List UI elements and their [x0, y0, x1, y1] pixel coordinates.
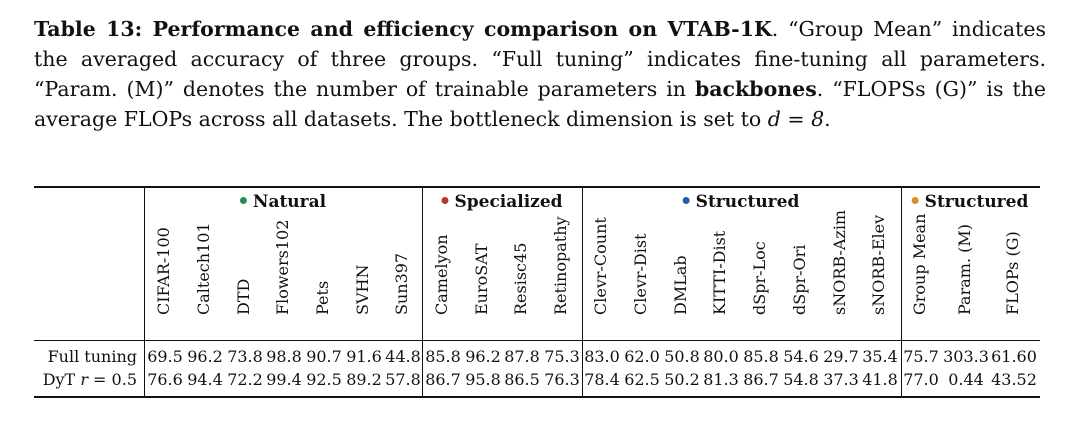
table-cell: 43.52 [991, 370, 1037, 389]
table-cell: 37.3 [823, 370, 859, 389]
table-cell: 76.3 [544, 370, 580, 389]
column-header-label: CIFAR-100 [154, 227, 173, 315]
column-header-label: sNORB-Azim [830, 209, 849, 315]
caption-text-4: . [824, 107, 831, 131]
column-header-label: SVHN [353, 264, 372, 315]
table-cell: 44.8 [385, 347, 421, 366]
column-header-label: EuroSAT [472, 243, 491, 315]
column-header-label: Group Mean [910, 213, 929, 315]
table-top-rule [34, 186, 1040, 188]
table-cell: 62.0 [624, 347, 660, 366]
table-cell: 57.8 [385, 370, 421, 389]
table-cell: 29.7 [823, 347, 859, 366]
group-label: Natural [252, 192, 327, 212]
table-cell: 69.5 [147, 347, 183, 366]
group-label: Structured [924, 192, 1029, 212]
table-cell: 62.5 [624, 370, 660, 389]
table-cell: 75.7 [903, 347, 939, 366]
table-cell: 81.3 [703, 370, 739, 389]
group-dot [441, 197, 449, 204]
group-label: Structured [695, 192, 800, 212]
group-label: Specialized [454, 192, 563, 212]
table-cell: 86.7 [425, 370, 461, 389]
table-cell: 86.7 [743, 370, 779, 389]
table-caption: Table 13: Performance and efficiency com… [34, 14, 1046, 134]
table-cell: 99.4 [266, 370, 302, 389]
column-header-label: dSpr-Ori [790, 244, 809, 315]
table-cell: 89.2 [346, 370, 382, 389]
column-header-label: Camelyon [432, 234, 451, 315]
column-header-label: Pets [313, 280, 332, 315]
row-label-dyt: DyT r = 0.5 [42, 370, 137, 389]
group-header-specialized: Specialized [441, 192, 563, 212]
table-cell: 75.3 [544, 347, 580, 366]
row-label-full-tuning: Full tuning [47, 347, 137, 366]
table-cell: 98.8 [266, 347, 302, 366]
column-header-label: DTD [234, 278, 253, 315]
table-cell: 80.0 [703, 347, 739, 366]
table-cell: 0.44 [948, 370, 984, 389]
table-cell: 85.8 [425, 347, 461, 366]
column-header-label: Resisc45 [511, 242, 530, 315]
table-cell: 76.6 [147, 370, 183, 389]
group-header-summary: Structured [911, 192, 1029, 212]
table-bottom-rule [34, 396, 1040, 398]
table-cell: 54.8 [783, 370, 819, 389]
table-mid-rule [34, 340, 1040, 341]
table-cell: 41.8 [862, 370, 898, 389]
column-header-label: sNORB-Elev [869, 214, 888, 315]
table-cell: 95.8 [465, 370, 501, 389]
table-cell: 94.4 [187, 370, 223, 389]
table-cell: 87.8 [504, 347, 540, 366]
caption-text-1: . “Group Mean” indicates the averaged ac… [34, 17, 1046, 101]
column-divider [582, 188, 583, 396]
caption-label: Table 13: Performance and efficiency com… [34, 17, 772, 41]
column-header-label: KITTI-Dist [710, 230, 729, 315]
caption-math: d = 8 [767, 107, 825, 131]
table-cell: 303.3 [943, 347, 989, 366]
table-cell: 86.5 [504, 370, 540, 389]
caption-text-3: . “FLOPSs (G)” is the average FLOPs acro… [34, 77, 1046, 131]
group-dot [239, 197, 247, 204]
table-cell: 50.8 [664, 347, 700, 366]
table-cell: 35.4 [862, 347, 898, 366]
group-header-structured: Structured [682, 192, 800, 212]
group-dot [911, 197, 919, 204]
table-cell: 73.8 [227, 347, 263, 366]
group-dot [682, 197, 690, 204]
column-header-label: Sun397 [392, 252, 411, 315]
table-cell: 96.2 [465, 347, 501, 366]
column-header-label: Clevr-Count [591, 217, 610, 315]
table-cell: 77.0 [903, 370, 939, 389]
column-divider [144, 188, 145, 396]
table-cell: 83.0 [584, 347, 620, 366]
table-cell: 54.6 [783, 347, 819, 366]
column-header-label: Param. (M) [955, 224, 974, 315]
column-divider [901, 188, 902, 396]
column-header-label: Caltech101 [194, 222, 213, 315]
table-cell: 91.6 [346, 347, 382, 366]
column-header-label: dSpr-Loc [750, 241, 769, 315]
column-header-label: Retinopathy [551, 216, 570, 315]
group-header-natural: Natural [239, 192, 327, 212]
table-cell: 90.7 [306, 347, 342, 366]
table-cell: 85.8 [743, 347, 779, 366]
table-cell: 78.4 [584, 370, 620, 389]
column-header-label: FLOPs (G) [1003, 231, 1022, 315]
column-header-label: Clevr-Dist [631, 233, 650, 315]
caption-bold-backbones: backbones [694, 77, 817, 101]
table-cell: 92.5 [306, 370, 342, 389]
column-header-label: Flowers102 [273, 219, 292, 315]
table-cell: 96.2 [187, 347, 223, 366]
table-cell: 61.60 [991, 347, 1037, 366]
column-header-label: DMLab [671, 255, 690, 315]
table-cell: 50.2 [664, 370, 700, 389]
table-cell: 72.2 [227, 370, 263, 389]
column-divider [422, 188, 423, 396]
